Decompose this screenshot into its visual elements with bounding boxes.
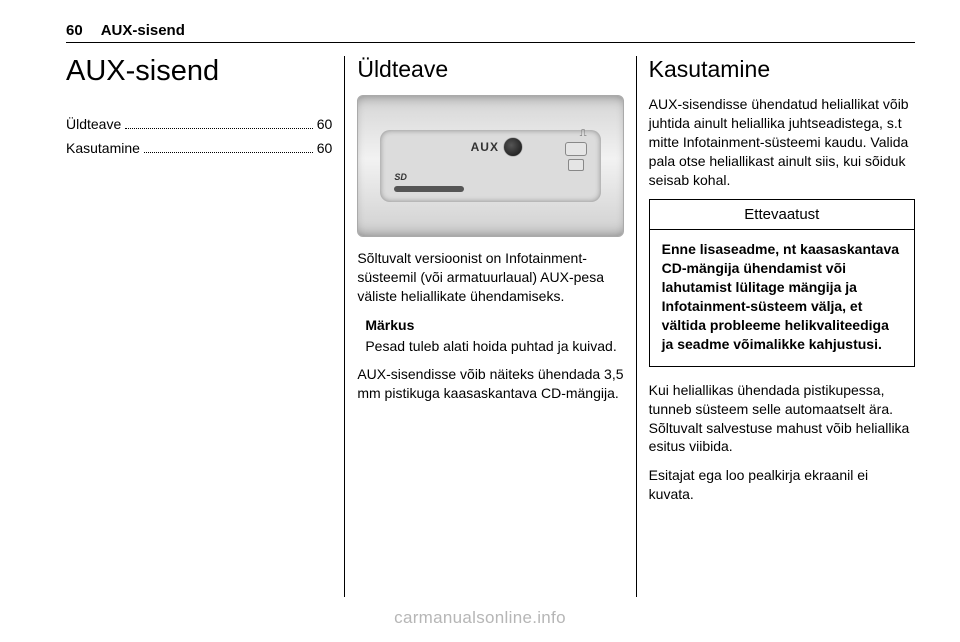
aux-jack-icon: [504, 138, 522, 156]
toc-entry: Kasutamine 60: [66, 140, 332, 156]
manual-page: 60 AUX-sisend AUX-sisend Üldteave 60 Kas…: [0, 0, 960, 642]
usb-icon: ⎍: [580, 128, 587, 139]
aux-port-illustration: AUX ⎍ SD: [357, 95, 623, 237]
page-header: 60 AUX-sisend: [66, 22, 900, 39]
section-heading: Üldteave: [357, 56, 623, 83]
paragraph: AUX-sisendisse võib näiteks ühendada 3,5…: [357, 365, 623, 403]
toc-page: 60: [317, 140, 333, 156]
paragraph: Sõltuvalt versioonist on Infotainment-sü…: [357, 249, 623, 306]
watermark: carmanualsonline.info: [0, 608, 960, 628]
aux-panel: AUX ⎍ SD: [380, 130, 600, 202]
paragraph: Esitajat ega loo pealkirja ekraanil ei k…: [649, 466, 915, 504]
usb-port-icon: [565, 142, 587, 156]
toc-entry: Üldteave 60: [66, 116, 332, 132]
toc-label: Kasutamine: [66, 140, 140, 156]
header-rule: [66, 42, 915, 43]
column-1: AUX-sisend Üldteave 60 Kasutamine 60: [66, 56, 344, 597]
sd-label-text: SD: [394, 172, 407, 182]
toc-label: Üldteave: [66, 116, 121, 132]
column-2: Üldteave AUX ⎍ SD Sõltuvalt versioonist …: [344, 56, 635, 597]
paragraph: AUX-sisendisse ühendatud heliallikat või…: [649, 95, 915, 189]
paragraph: Kui heliallikas ühendada pistikupessa, t…: [649, 381, 915, 457]
header-title: AUX-sisend: [101, 22, 185, 39]
note-title: Märkus: [365, 316, 623, 335]
caution-title: Ettevaatust: [650, 200, 914, 230]
toc-page: 60: [317, 116, 333, 132]
column-3: Kasutamine AUX-sisendisse ühendatud heli…: [636, 56, 915, 597]
sd-slot-icon: [394, 186, 464, 192]
toc-dots: [125, 128, 312, 129]
section-heading: Kasutamine: [649, 56, 915, 83]
chapter-heading: AUX-sisend: [66, 56, 332, 88]
columns: AUX-sisend Üldteave 60 Kasutamine 60 Üld…: [66, 56, 915, 597]
note-block: Märkus Pesad tuleb alati hoida puhtad ja…: [365, 316, 623, 356]
aux-label-text: AUX: [471, 140, 499, 154]
toc-dots: [144, 152, 313, 153]
caution-body: Enne lisaseadme, nt kaasaskantava CD-män…: [650, 230, 914, 365]
caution-box: Ettevaatust Enne lisaseadme, nt kaasaska…: [649, 199, 915, 366]
note-body: Pesad tuleb alati hoida puhtad ja kuivad…: [365, 337, 623, 356]
page-number: 60: [66, 22, 83, 39]
